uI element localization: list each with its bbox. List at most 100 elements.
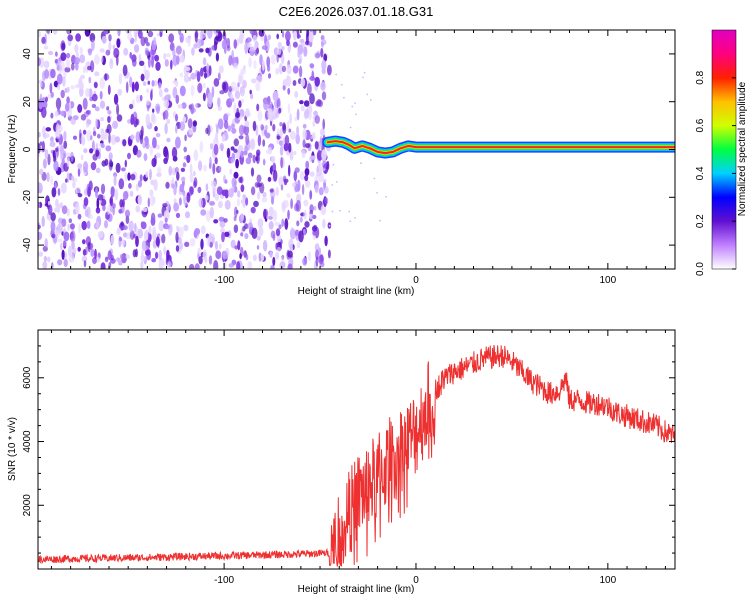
noise-speckle	[238, 176, 243, 183]
noise-speckle	[164, 224, 171, 230]
noise-speckle	[91, 93, 98, 102]
noise-speckle	[44, 133, 50, 138]
noise-speckle	[301, 149, 306, 159]
noise-speckle	[94, 106, 100, 112]
noise-speckle	[244, 120, 250, 127]
noise-speckle	[281, 53, 285, 65]
noise-speckle	[296, 30, 300, 40]
noise-speckle	[247, 42, 252, 48]
noise-speckle	[200, 209, 207, 216]
noise-speckle	[55, 97, 62, 110]
noise-speckle	[164, 87, 169, 93]
noise-speckle	[257, 191, 261, 200]
noise-speckle	[312, 214, 317, 220]
noise-speckle	[47, 256, 51, 263]
noise-speckle	[294, 167, 300, 173]
noise-speckle	[92, 130, 97, 137]
snr-series-line	[38, 345, 675, 567]
noise-speckle	[313, 110, 318, 117]
noise-speckle	[240, 184, 245, 193]
noise-speckle	[233, 148, 238, 153]
noise-speckle	[84, 209, 89, 217]
noise-speckle	[236, 38, 240, 47]
noise-speckle	[134, 81, 139, 92]
noise-speckle	[250, 186, 256, 196]
noise-speckle	[107, 250, 112, 261]
noise-speckle	[279, 145, 284, 156]
noise-speckle	[50, 136, 54, 143]
noise-speckle	[247, 222, 253, 230]
noise-speckle	[39, 81, 43, 88]
noise-speckle	[60, 52, 67, 61]
noise-speckle	[251, 78, 257, 84]
noise-speckle	[286, 64, 292, 75]
noise-speckle	[146, 88, 150, 94]
noise-speckle	[286, 193, 291, 198]
noise-speckle	[108, 41, 112, 52]
noise-speckle	[107, 116, 111, 123]
noise-speckle	[294, 229, 299, 236]
noise-speckle	[127, 32, 133, 41]
noise-speckle	[175, 245, 180, 252]
noise-speckle	[123, 232, 128, 238]
noise-speckle	[207, 124, 211, 136]
noise-speckle	[287, 45, 291, 52]
colorbar-tick-label: 0.6	[695, 118, 706, 132]
chart-title: C2E6.2026.037.01.18.G31	[279, 4, 434, 19]
noise-speckle	[369, 99, 372, 101]
noise-speckle	[209, 156, 212, 169]
noise-speckle	[140, 221, 147, 230]
noise-speckle	[297, 49, 301, 58]
noise-speckle	[183, 146, 187, 153]
noise-speckle	[82, 239, 86, 245]
noise-speckle	[279, 127, 283, 140]
noise-speckle	[51, 233, 56, 239]
noise-speckle	[100, 128, 105, 135]
noise-speckle	[252, 154, 256, 164]
noise-speckle	[175, 212, 181, 219]
noise-speckle	[135, 205, 141, 213]
snr-y-tick-label: 4000	[22, 430, 33, 453]
noise-speckle	[179, 72, 184, 78]
noise-speckle	[294, 116, 298, 122]
noise-speckle	[247, 260, 253, 269]
noise-speckle	[68, 218, 73, 223]
noise-speckle	[155, 152, 161, 159]
noise-speckle	[299, 216, 303, 223]
noise-speckle	[100, 262, 106, 269]
noise-speckle	[183, 224, 189, 232]
noise-speckle	[59, 202, 64, 209]
noise-speckle	[39, 141, 43, 146]
noise-speckle	[187, 118, 193, 129]
noise-speckle	[66, 96, 70, 104]
noise-speckle	[77, 193, 83, 198]
signal-track	[322, 135, 675, 159]
noise-speckle	[309, 76, 316, 81]
noise-speckle	[187, 37, 191, 47]
noise-speckle	[208, 255, 213, 265]
noise-speckle	[118, 208, 123, 214]
noise-speckle	[84, 30, 91, 37]
noise-speckle	[99, 48, 105, 53]
spectrogram-y-tick-label: -40	[22, 237, 33, 252]
spectrogram-frame	[37, 29, 676, 270]
noise-speckle	[230, 158, 235, 164]
noise-speckle	[151, 80, 155, 87]
noise-speckle	[292, 65, 299, 74]
noise-speckle	[275, 67, 279, 75]
noise-speckle	[351, 105, 354, 108]
noise-speckle	[289, 243, 294, 252]
noise-speckle	[110, 186, 115, 198]
noise-speckle	[194, 228, 201, 235]
noise-speckle	[112, 44, 116, 50]
noise-speckle	[176, 225, 179, 231]
noise-speckle	[360, 162, 362, 165]
noise-speckle	[165, 149, 169, 161]
noise-speckle	[285, 75, 292, 87]
noise-speckle	[363, 71, 366, 74]
noise-speckle	[122, 139, 127, 147]
noise-speckle	[178, 197, 182, 206]
noise-speckle	[179, 121, 186, 131]
noise-speckle	[38, 168, 44, 175]
noise-speckle	[67, 223, 70, 231]
